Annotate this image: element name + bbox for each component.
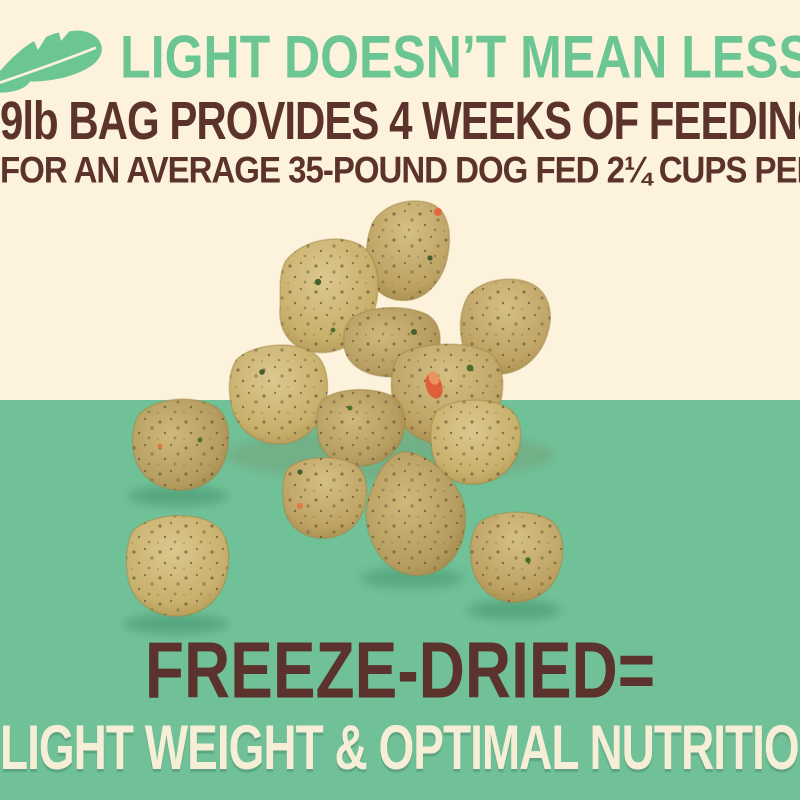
hero-section: LIGHT DOESN’T MEAN LESS 9lb BAG PROVIDES… xyxy=(0,0,800,400)
feather-icon xyxy=(0,30,102,93)
title-row: LIGHT DOESN’T MEAN LESS xyxy=(0,18,800,96)
detail-text: FOR AN AVERAGE 35-POUND DOG FED 2¼ CUPS … xyxy=(0,148,800,191)
benefit-line: LIGHT WEIGHT & OPTIMAL NUTRITION xyxy=(0,715,800,778)
subtitle-line: 9lb BAG PROVIDES 4 WEEKS OF FEEDING xyxy=(0,93,800,147)
detail-line: FOR AN AVERAGE 35-POUND DOG FED 2¼ CUPS … xyxy=(0,148,800,191)
equation-line: FREEZE-DRIED= xyxy=(0,630,800,710)
headline: LIGHT DOESN’T MEAN LESS xyxy=(120,23,800,91)
footer-section: FREEZE-DRIED= LIGHT WEIGHT & OPTIMAL NUT… xyxy=(0,400,800,800)
equation-text: FREEZE-DRIED= xyxy=(144,625,656,715)
benefit-text: LIGHT WEIGHT & OPTIMAL NUTRITION xyxy=(0,711,800,783)
subtitle: 9lb BAG PROVIDES 4 WEEKS OF FEEDING xyxy=(0,90,800,151)
